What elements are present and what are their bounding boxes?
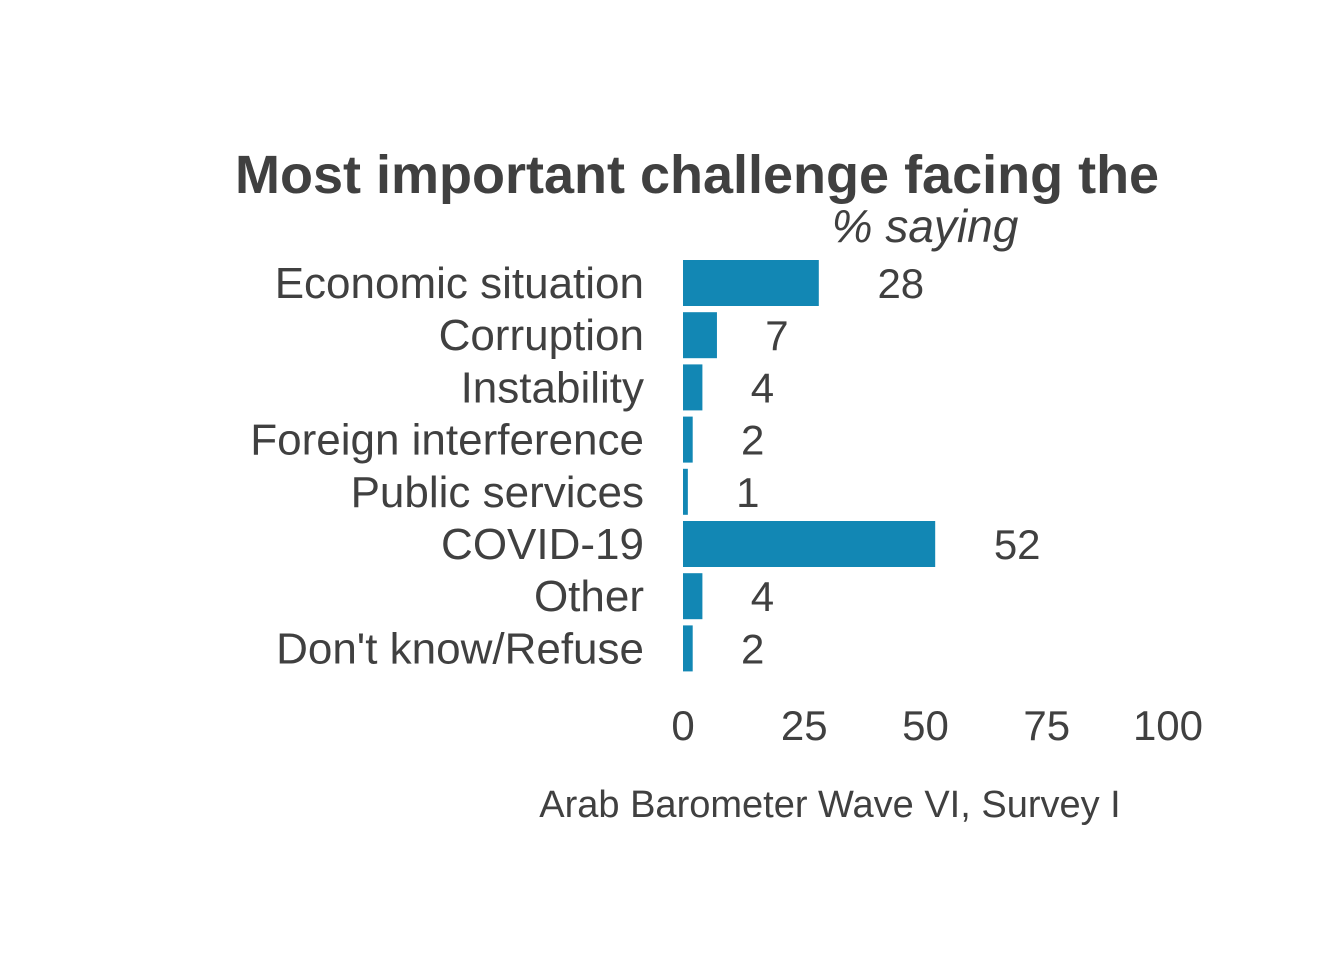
value-label: 2	[741, 625, 764, 672]
category-label: Economic situation	[275, 259, 644, 308]
bar	[683, 416, 693, 463]
bar	[683, 312, 717, 359]
value-label: 52	[994, 521, 1041, 568]
bar	[683, 364, 703, 411]
bar	[683, 260, 819, 306]
bar	[683, 625, 693, 672]
category-label: Other	[534, 572, 644, 621]
category-label: COVID-19	[441, 520, 644, 569]
category-labels: Economic situationCorruptionInstabilityF…	[250, 259, 644, 673]
category-label: Foreign interference	[250, 416, 644, 465]
category-label: Corruption	[439, 311, 644, 360]
value-labels: 28 7 4 2 1 52 4 2	[736, 260, 1040, 672]
bar	[683, 521, 936, 567]
category-label: Instability	[461, 363, 644, 412]
x-tick-label: 50	[902, 702, 949, 749]
x-tick-label: 100	[1133, 702, 1203, 749]
category-label: Don't know/Refuse	[276, 624, 644, 673]
bar	[683, 573, 703, 620]
chart-caption: Arab Barometer Wave VI, Survey I	[539, 784, 1120, 826]
x-tick-label: 25	[781, 702, 828, 749]
chart-title: Most important challenge facing the	[235, 145, 1159, 205]
value-label: 4	[751, 573, 774, 620]
value-label: 1	[736, 469, 759, 516]
bar	[683, 468, 688, 515]
value-label: 2	[741, 417, 764, 464]
value-label: 4	[751, 364, 774, 411]
value-label: 7	[765, 312, 788, 359]
value-label: 28	[877, 260, 924, 307]
x-axis-ticks: 0 25 50 75 100	[671, 702, 1203, 749]
bars	[683, 260, 936, 672]
category-label: Public services	[351, 468, 644, 517]
x-tick-label: 0	[671, 702, 694, 749]
chart-subtitle: % saying	[832, 200, 1019, 252]
x-tick-label: 75	[1023, 702, 1070, 749]
